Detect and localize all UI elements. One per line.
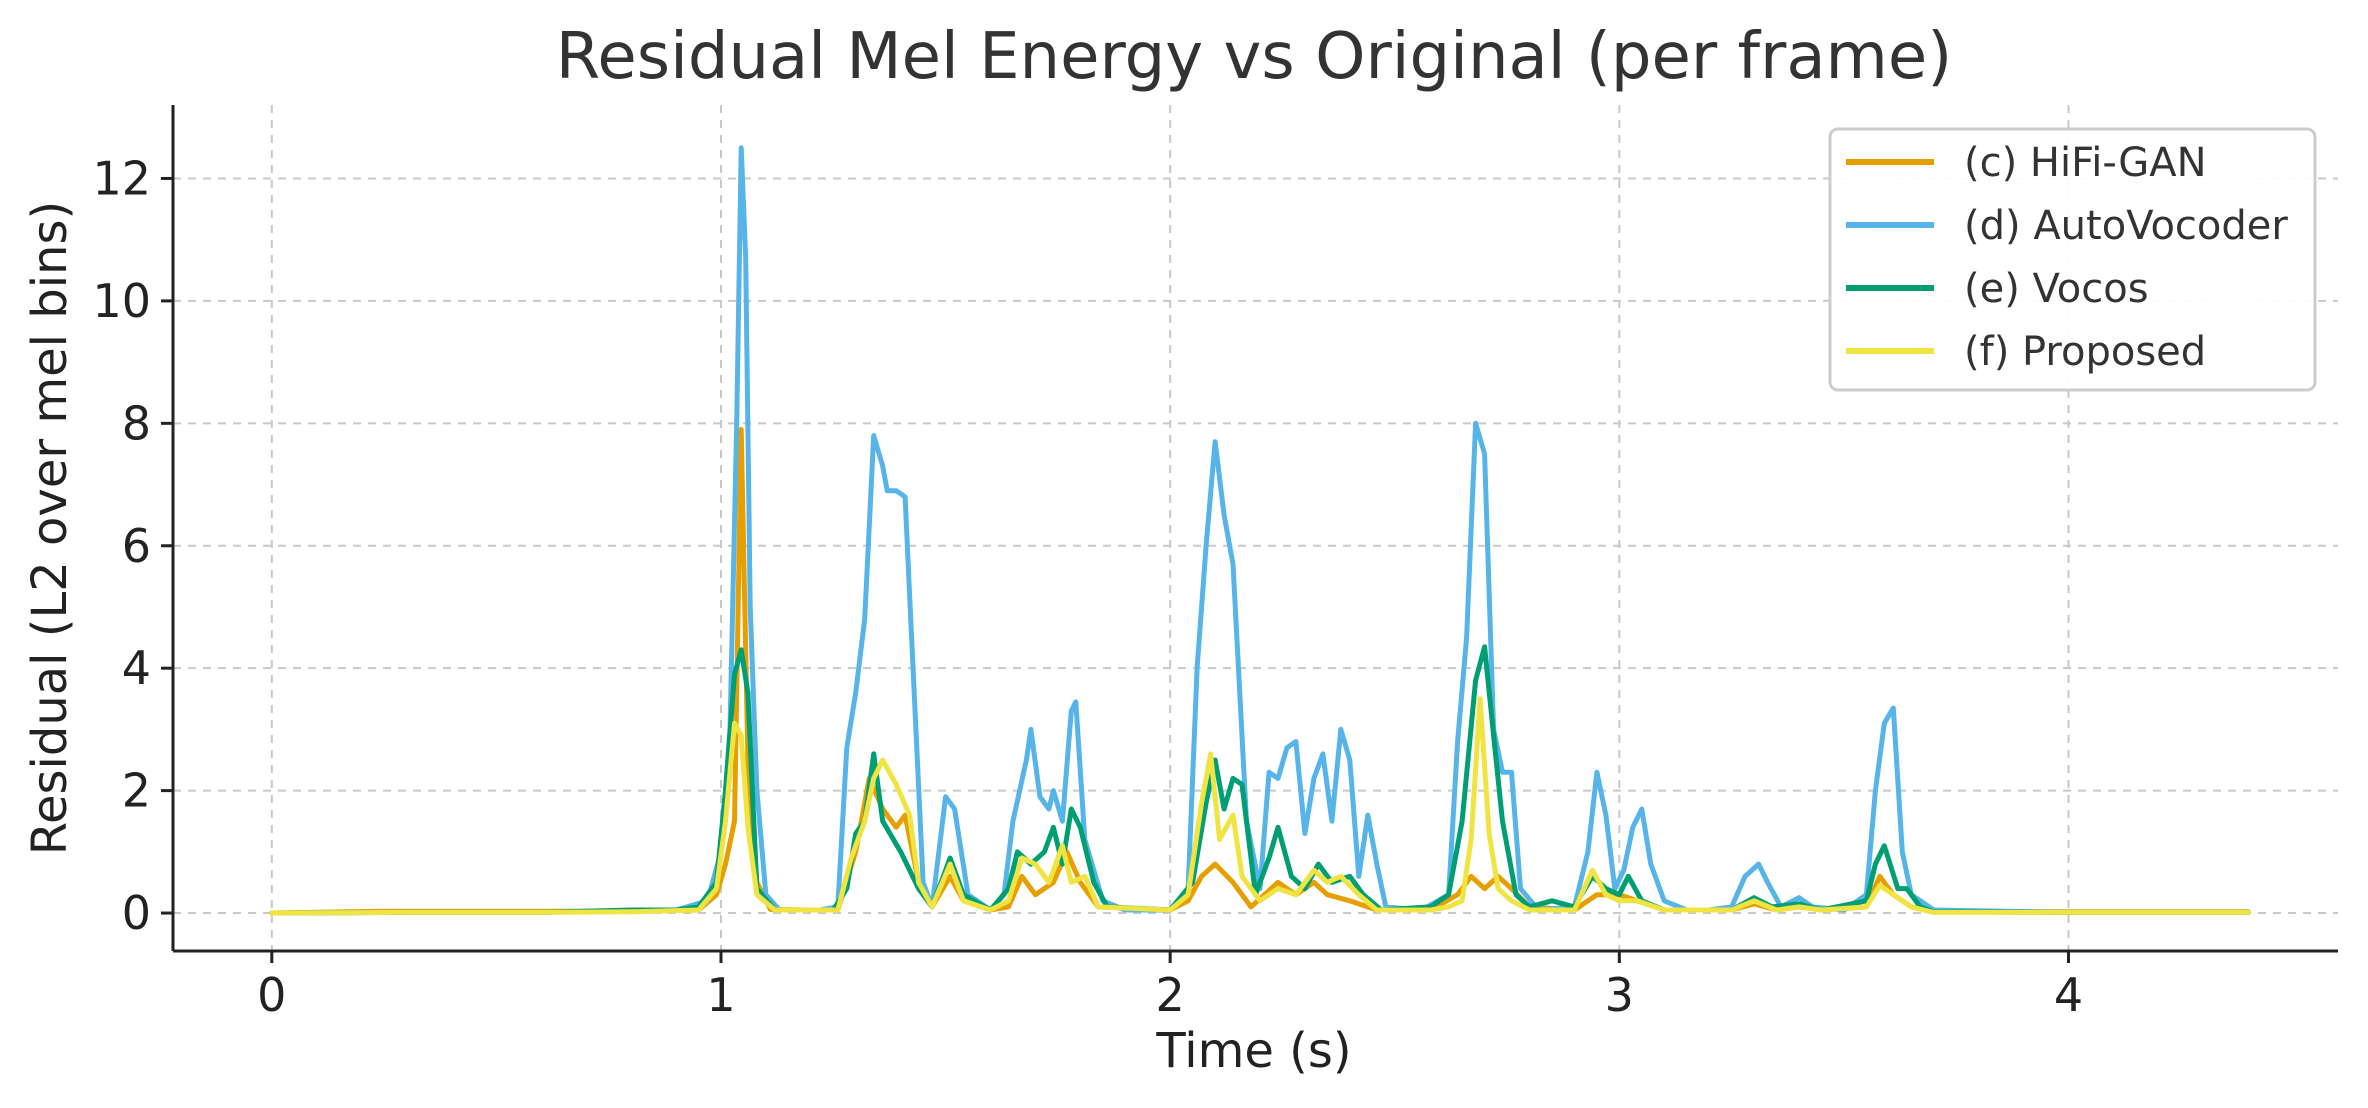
legend-label: (d) AutoVocoder [1964, 203, 2288, 249]
y-tick-label: 0 [122, 886, 151, 940]
y-tick-label: 8 [122, 396, 151, 450]
y-tick-label: 12 [92, 151, 151, 205]
series-line-c-hifi-gan [269, 426, 2251, 916]
y-axis-label: Residual (L2 over mel bins) [22, 201, 78, 855]
x-tick-label: 3 [1605, 968, 1634, 1022]
x-axis-label: Time (s) [1155, 1023, 1351, 1079]
series-line-f-proposed [269, 696, 2251, 916]
y-ticks: 0 2 4 6 8 10 12 [92, 151, 173, 940]
y-tick-label: 10 [92, 274, 151, 328]
legend: (c) HiFi-GAN (d) AutoVocoder (e) Vocos (f) … [1828, 127, 2317, 392]
y-tick-label: 2 [122, 764, 151, 818]
legend-label: (e) Vocos [1964, 266, 2149, 312]
legend-label: (c) HiFi-GAN [1964, 140, 2207, 186]
series-layer [269, 145, 2251, 916]
x-tick-label: 2 [1156, 968, 1185, 1022]
x-tick-label: 0 [257, 968, 286, 1022]
legend-items: (c) HiFi-GAN (d) AutoVocoder (e) Vocos (f) … [1846, 140, 2288, 375]
x-ticks: 0 1 2 3 4 [257, 951, 2083, 1022]
chart-title: Residual Mel Energy vs Original (per fra… [556, 20, 1952, 94]
x-tick-label: 1 [706, 968, 735, 1022]
legend-label: (f) Proposed [1964, 329, 2206, 375]
legend-frame [1828, 127, 2317, 392]
y-tick-label: 4 [122, 641, 151, 695]
x-tick-label: 4 [2054, 968, 2083, 1022]
y-tick-label: 6 [122, 519, 151, 573]
